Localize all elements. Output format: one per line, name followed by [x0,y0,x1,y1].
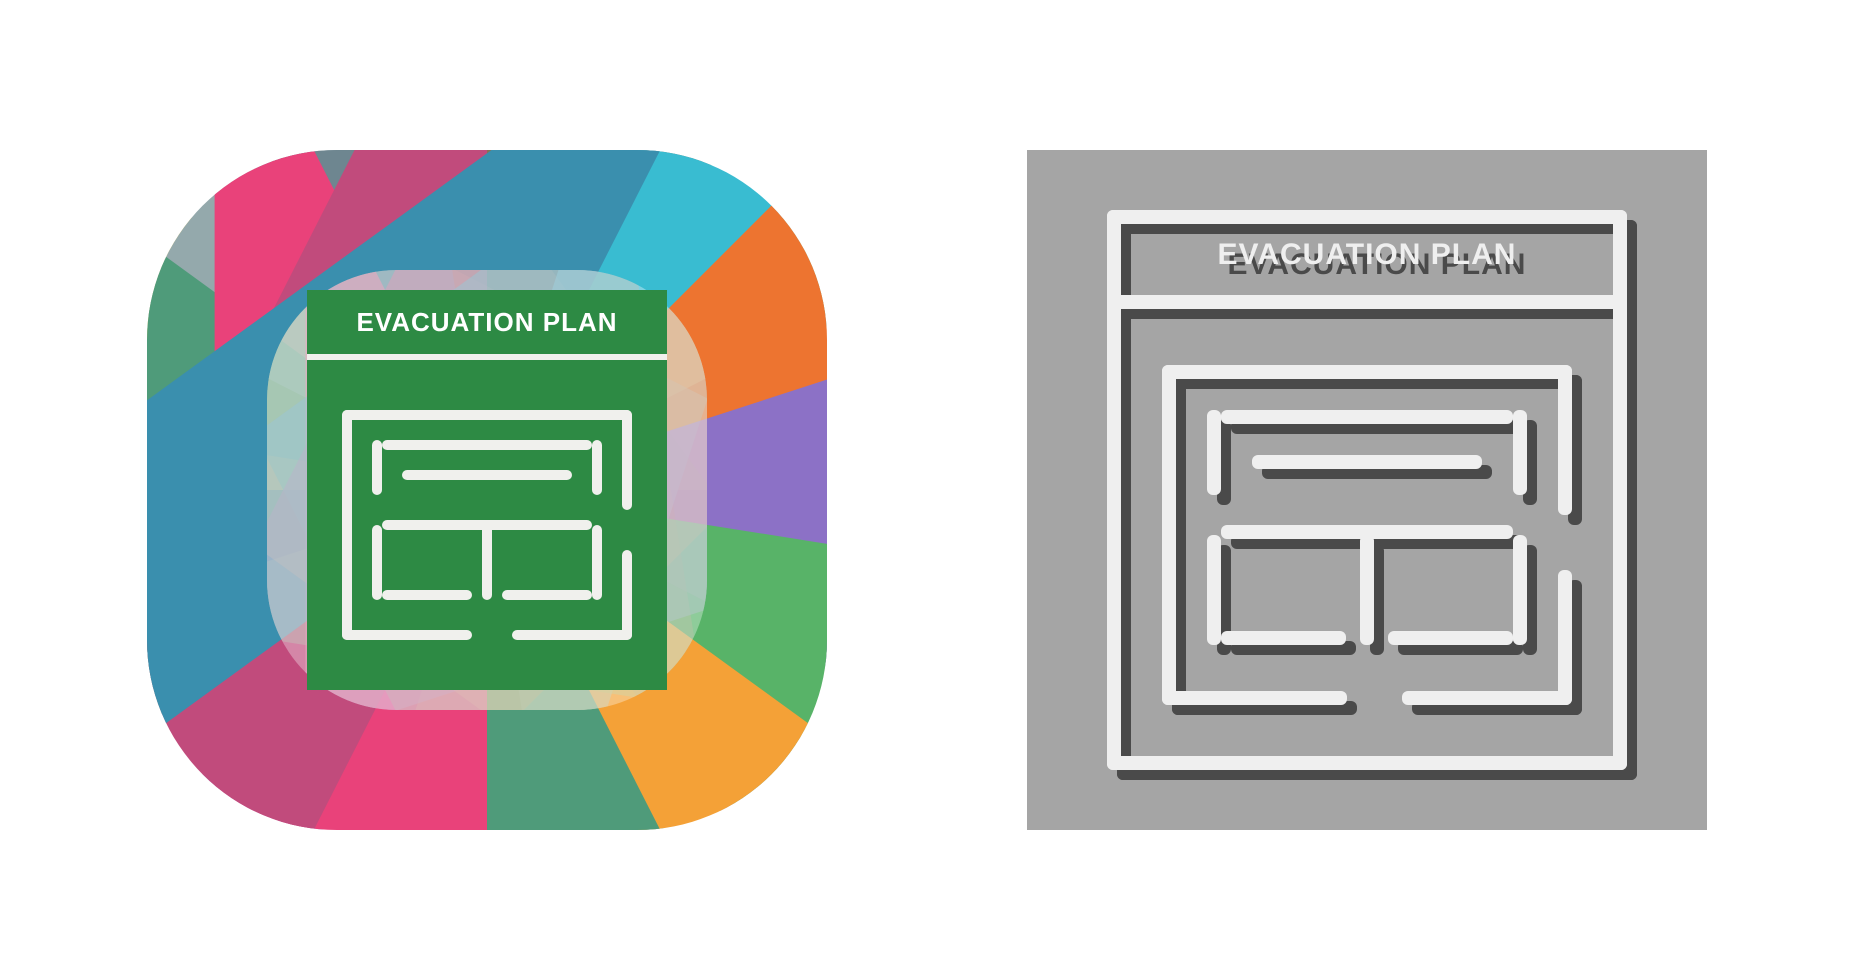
evacuation-sign-outline: EVACUATION PLAN EVACUATION PLAN [1107,210,1627,770]
evacuation-sign-filled: EVACUATION PLAN [307,290,667,690]
floorplan-icon [342,410,632,640]
sign-title: EVACUATION PLAN [356,307,617,338]
colorful-icon-panel: EVACUATION PLAN [137,140,837,840]
outline-icon-panel: EVACUATION PLAN EVACUATION PLAN [1017,140,1717,840]
sign-header: EVACUATION PLAN [307,290,667,360]
sign-body [307,360,667,690]
squircle-outer: EVACUATION PLAN [147,150,827,830]
sign-title: EVACUATION PLAN [1107,238,1627,272]
